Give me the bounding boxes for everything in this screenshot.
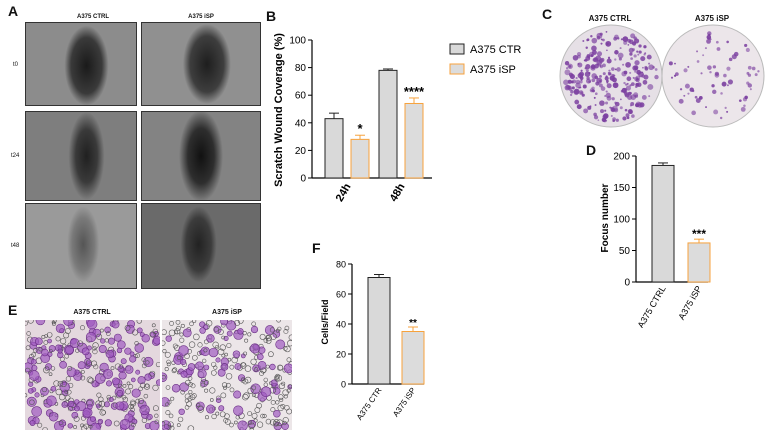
panel-c-label: C xyxy=(542,6,553,22)
panel-f-label: F xyxy=(312,240,321,256)
scratch-image-ctrl-t0 xyxy=(25,22,137,106)
chart-b: Scratch Wound Coverage (%) 0 20 40 60 80 100 2… xyxy=(273,33,521,204)
chart-f-xtick-label: A375 iSP xyxy=(391,386,418,418)
panel-a-header-ctrl: A375 CTRL xyxy=(76,14,109,20)
chart-f-ylabel: Cells/Field xyxy=(320,299,330,344)
scratch-image-ctrl-t24 xyxy=(25,111,137,201)
chart-b-ytick-label: 20 xyxy=(295,146,307,157)
chart-d-significance: *** xyxy=(692,227,706,241)
chart-b-legend-label: A375 iSP xyxy=(470,64,516,76)
chart-d-xtick-label: A375 CTRL xyxy=(636,284,668,328)
chart-f-ytick-label: 80 xyxy=(336,260,346,270)
chart-b-bar xyxy=(324,118,344,179)
chart-d-ytick-label: 50 xyxy=(619,246,631,257)
chart-f-significance: ** xyxy=(409,318,417,329)
chart-f-bar xyxy=(367,277,391,385)
chart-b-significance: * xyxy=(357,121,363,136)
panel-a-header-isp: A375 iSP xyxy=(188,14,214,20)
chart-b-ylabel: Scratch Wound Coverage (%) xyxy=(273,33,285,187)
chart-d-bar xyxy=(651,164,675,283)
chart-b-legend-swatch xyxy=(449,43,465,55)
chart-b-ytick-label: 0 xyxy=(300,174,306,185)
transwell-image-ctrl xyxy=(25,320,160,430)
chart-d-ytick-label: 150 xyxy=(613,183,630,194)
panel-e-header-ctrl: A375 CTRL xyxy=(73,309,111,316)
chart-f-ytick-label: 60 xyxy=(336,290,346,300)
chart-b-bar xyxy=(404,102,424,179)
chart-b-bars: ***** xyxy=(324,68,425,179)
chart-f-ytick-label: 0 xyxy=(341,380,346,390)
chart-f-bar xyxy=(401,331,425,385)
chart-d-ytick-label: 0 xyxy=(624,278,630,289)
chart-b-bar xyxy=(378,69,398,179)
panel-b-label: B xyxy=(266,8,277,24)
chart-d-ylabel: Focus number xyxy=(600,183,611,252)
chart-d-bars: *** xyxy=(651,162,711,283)
chart-b-legend-swatch xyxy=(449,63,465,75)
chart-b-ytick-label: 40 xyxy=(295,118,307,129)
chart-b-ytick-label: 60 xyxy=(295,91,307,102)
chart-b-ytick-label: 80 xyxy=(295,63,307,74)
panel-e-label: E xyxy=(8,302,18,318)
chart-f-bars: ** xyxy=(367,274,425,385)
chart-b-legend-label: A375 CTR xyxy=(470,44,521,56)
colony-plate-ctrl xyxy=(559,24,663,128)
row-label-t48: t48 xyxy=(11,243,20,249)
panel-c-header-ctrl: A375 CTRL xyxy=(588,14,632,23)
panel-a-label: A xyxy=(8,3,19,19)
chart-d-xtick-label: A375 iSP xyxy=(676,284,703,322)
chart-b-legend: A375 CTR A375 iSP xyxy=(449,43,521,76)
chart-f-ytick-label: 40 xyxy=(336,320,346,330)
panel-d-label: D xyxy=(586,142,597,158)
chart-f: Cells/Field 0 20 40 60 80 A375 CTR A375 iSP ** xyxy=(320,260,425,422)
panel-c-header-isp: A375 iSP xyxy=(694,14,730,23)
transwell-image-isp xyxy=(162,320,292,430)
chart-d-ytick-label: 100 xyxy=(613,215,630,226)
row-label-t24: t24 xyxy=(11,153,20,159)
chart-d-ytick-label: 200 xyxy=(613,152,630,163)
chart-b-significance: **** xyxy=(404,84,425,99)
row-label-t0: t0 xyxy=(13,62,19,68)
scratch-image-isp-t24 xyxy=(141,111,261,201)
chart-f-xtick-label: A375 CTR xyxy=(355,386,384,422)
chart-b-ytick-label: 100 xyxy=(289,36,306,47)
panel-e-header-isp: A375 iSP xyxy=(212,309,242,316)
scratch-image-isp-t48 xyxy=(141,203,261,289)
colony-plate-isp xyxy=(661,24,765,128)
chart-f-ytick-label: 20 xyxy=(336,350,346,360)
scratch-image-isp-t0 xyxy=(141,22,261,106)
chart-b-bar xyxy=(350,138,370,179)
scratch-image-ctrl-t48 xyxy=(25,203,137,289)
chart-d-bar xyxy=(687,242,711,283)
chart-b-xtick-label: 48h xyxy=(388,181,408,204)
chart-d: Focus number 0 50 100 150 200 A375 CTRL A375 i… xyxy=(600,152,711,328)
chart-b-xtick-label: 24h xyxy=(334,181,354,204)
